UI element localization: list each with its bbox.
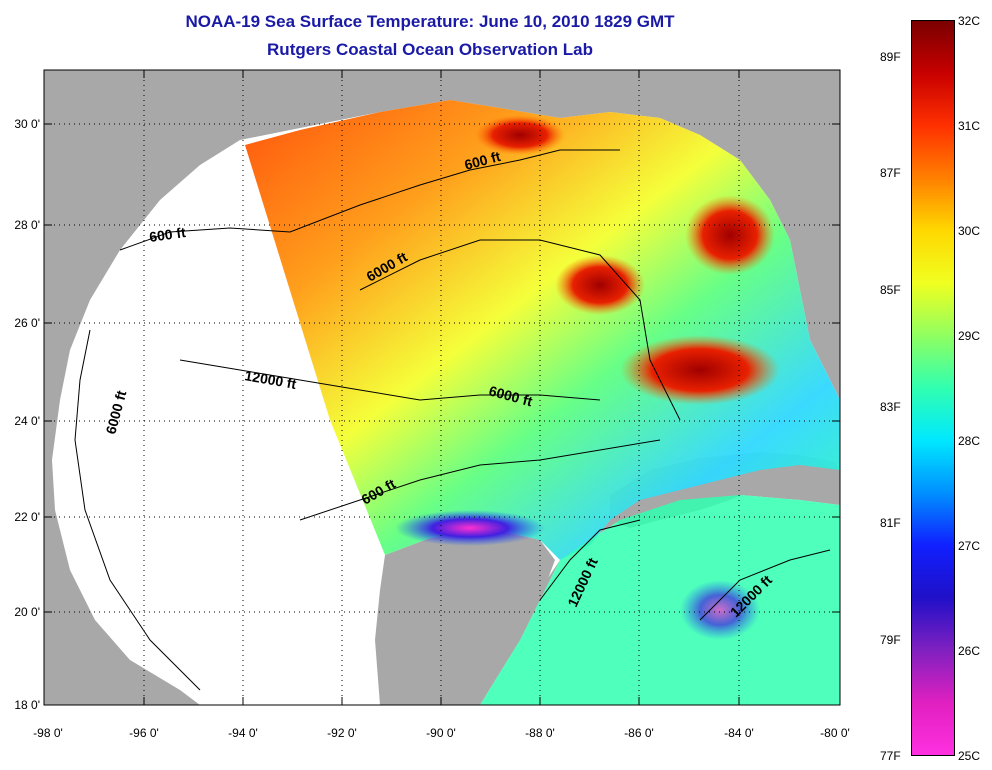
- contour-600ft-south: [299, 439, 661, 521]
- contour-12000ft-cayman: [699, 549, 831, 621]
- temperature-colorbar: [911, 20, 955, 756]
- colorbar-c-label: 27C: [958, 539, 981, 553]
- colorbar-f-label: 87F: [880, 166, 901, 180]
- grid-lines: [44, 70, 840, 705]
- contour-6000ft-east: [359, 239, 681, 421]
- x-tick-label: -88 0': [525, 726, 555, 740]
- y-tick-label: 20 0': [14, 605, 40, 619]
- colorbar-c-label: 25C: [958, 749, 981, 763]
- x-tick-label: -80 0': [820, 726, 850, 740]
- contour-12000ft-caribbean: [539, 519, 641, 601]
- y-tick-label: 22 0': [14, 510, 40, 524]
- x-tick-label: -92 0': [327, 726, 357, 740]
- y-tick-label: 24 0': [14, 414, 40, 428]
- colorbar-c-label: 26C: [958, 644, 981, 658]
- colorbar-c-label: 29C: [958, 329, 981, 343]
- colorbar-f-label: 85F: [880, 283, 901, 297]
- colorbar-f-label: 77F: [880, 749, 901, 763]
- x-tick-label: -90 0': [426, 726, 456, 740]
- y-tick-label: 26 0': [14, 316, 40, 330]
- warm-core-florida: [685, 195, 775, 275]
- warm-core-keys: [620, 335, 780, 405]
- colorbar-c-label: 30C: [958, 224, 981, 238]
- florida-land: [690, 70, 840, 330]
- colorbar-f-label: 79F: [880, 633, 901, 647]
- plot-frame: [43, 69, 841, 706]
- y-tick-label: 28 0': [14, 218, 40, 232]
- tick-marks: [44, 70, 840, 705]
- x-tick-label: -96 0': [129, 726, 159, 740]
- sst-swath-south: [480, 495, 840, 705]
- colorbar-c-label: 32C: [958, 14, 981, 28]
- y-tick-label: 30 0': [14, 117, 40, 131]
- contour-12000ft: [179, 359, 601, 401]
- map-subtitle: Rutgers Coastal Ocean Observation Lab: [267, 40, 593, 59]
- colorbar-f-label: 89F: [880, 50, 901, 64]
- warm-core-delta: [475, 115, 565, 155]
- cool-upwelling: [395, 510, 545, 546]
- x-tick-label: -98 0': [33, 726, 63, 740]
- contour-label: 600 ft: [148, 224, 187, 245]
- colorbar-f-label: 81F: [880, 516, 901, 530]
- colorbar-c-label: 28C: [958, 434, 981, 448]
- x-tick-label: -84 0': [724, 726, 754, 740]
- cool-patch-caribbean: [680, 580, 760, 640]
- x-tick-label: -94 0': [228, 726, 258, 740]
- colorbar-c-label: 31C: [958, 119, 981, 133]
- x-tick-label: -86 0': [624, 726, 654, 740]
- contour-6000ft-west: [74, 329, 201, 691]
- map-title: NOAA-19 Sea Surface Temperature: June 10…: [185, 12, 675, 31]
- colorbar-f-label: 83F: [880, 400, 901, 414]
- warm-core-shelf: [555, 255, 645, 315]
- yucatan-land: [375, 528, 555, 705]
- y-tick-label: 18 0': [14, 698, 40, 712]
